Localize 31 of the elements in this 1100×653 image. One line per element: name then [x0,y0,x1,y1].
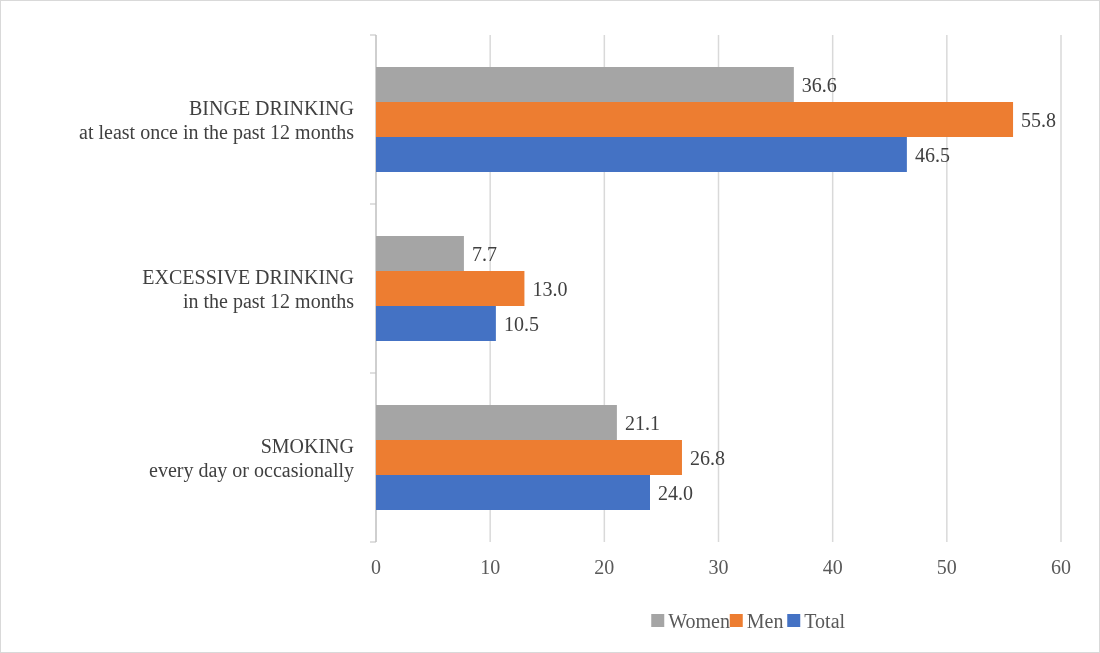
x-tick-label: 40 [822,556,843,578]
x-tick-label: 20 [594,556,615,578]
legend-label: Women [668,610,730,632]
data-label: 46.5 [914,143,950,166]
data-label: 26.8 [689,446,725,469]
legend-label: Men [746,610,784,632]
bar [376,475,650,510]
x-tick-label: 60 [1051,556,1071,578]
y-tick-label: SMOKING every day or occasionally [149,434,354,482]
data-label: 10.5 [503,312,539,335]
y-tick-label: EXCESSIVE DRINKING in the past 12 months [142,265,355,313]
x-tick-label: 50 [936,556,957,578]
bar [376,67,794,102]
bar [376,306,496,341]
bar [376,440,682,475]
x-tick-label: 30 [708,556,729,578]
bar [376,137,907,172]
bar [376,102,1014,137]
x-tick-label: 0 [371,556,381,578]
legend-label: Total [804,610,846,632]
data-label: 36.6 [801,73,837,96]
data-label: 13.0 [532,277,568,300]
bar [376,405,617,440]
bar [376,236,464,271]
data-label: 55.8 [1021,108,1057,131]
data-label: 21.1 [624,411,660,434]
bar [376,271,525,306]
data-label: 24.0 [658,481,693,504]
x-tick-label: 10 [480,556,501,578]
y-tick-label: BINGE DRINKING at least once in the past 12 months [79,96,355,144]
data-label: 7.7 [471,242,497,265]
